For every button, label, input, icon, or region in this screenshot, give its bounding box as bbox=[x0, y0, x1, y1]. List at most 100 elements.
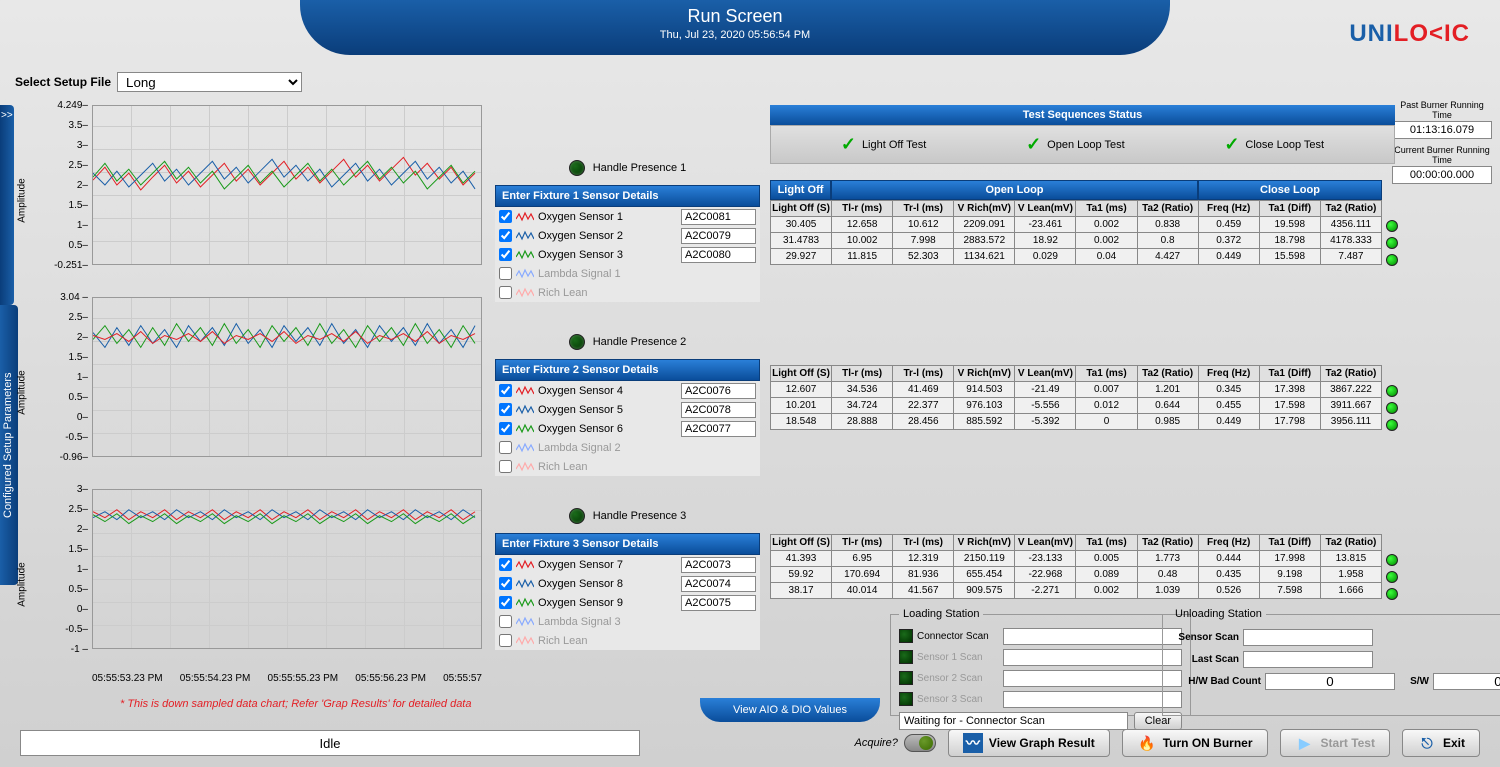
scan-led bbox=[899, 671, 913, 685]
acquire-toggle[interactable] bbox=[904, 734, 936, 752]
table-cell: 655.454 bbox=[954, 567, 1015, 583]
check-icon: ✓ bbox=[841, 134, 856, 155]
x-tick: 05:55:55.23 PM bbox=[268, 673, 339, 684]
table-cell: 41.567 bbox=[893, 583, 954, 599]
col-header: Ta2 (Ratio) bbox=[1320, 201, 1381, 217]
table-cell: 1.201 bbox=[1137, 382, 1198, 398]
y-ticks: 3.04 –2.5–2–1.5–1–0.5–0–-0.5–-0.96– bbox=[48, 297, 88, 457]
presence-led bbox=[569, 160, 585, 176]
sensor-code-input[interactable] bbox=[681, 421, 756, 437]
sensor-checkbox[interactable] bbox=[499, 286, 512, 299]
sensor-code-input[interactable] bbox=[681, 557, 756, 573]
results-table: Light Off Open Loop Close LoopLight Off … bbox=[770, 180, 1382, 265]
wave-icon bbox=[516, 211, 534, 223]
fixture-block: Handle Presence 2 Enter Fixture 2 Sensor… bbox=[495, 324, 760, 476]
loading-legend: Loading Station bbox=[899, 608, 983, 620]
sensor-code-input[interactable] bbox=[681, 383, 756, 399]
col-header: Ta2 (Ratio) bbox=[1137, 366, 1198, 382]
chart-3: Amplitude 3–2.5–2–1.5–1–0.5–0–-0.5–-1 – bbox=[30, 489, 485, 669]
sensor-checkbox[interactable] bbox=[499, 248, 512, 261]
sensor-code-input[interactable] bbox=[681, 228, 756, 244]
scan-input[interactable] bbox=[1003, 649, 1182, 666]
sensor-checkbox[interactable] bbox=[499, 558, 512, 571]
timers-panel: Past Burner Running Time 01:13:16.079 Cu… bbox=[1392, 100, 1492, 190]
sensor-checkbox[interactable] bbox=[499, 229, 512, 242]
fixture-header: Enter Fixture 3 Sensor Details bbox=[495, 533, 760, 555]
y-tick: -0.5– bbox=[48, 432, 88, 443]
turn-on-burner-button[interactable]: 🔥 Turn ON Burner bbox=[1122, 729, 1268, 757]
wave-icon bbox=[516, 635, 534, 647]
unloading-station: Unloading Station Sensor Scan Bad Sensor… bbox=[1162, 608, 1500, 716]
sw-label: S/W bbox=[1399, 676, 1429, 687]
exit-icon: ⎋ bbox=[1417, 733, 1437, 753]
table-cell: 10.002 bbox=[832, 233, 893, 249]
chart-area bbox=[92, 105, 482, 265]
col-header: Ta1 (Diff) bbox=[1259, 366, 1320, 382]
table-cell: 9.198 bbox=[1259, 567, 1320, 583]
sensor-code-input[interactable] bbox=[681, 595, 756, 611]
sensor-code-input[interactable] bbox=[681, 576, 756, 592]
sensor-name: Oxygen Sensor 4 bbox=[538, 385, 677, 397]
sensor-checkbox[interactable] bbox=[499, 615, 512, 628]
sensor-checkbox[interactable] bbox=[499, 267, 512, 280]
logo: UNILO<IC bbox=[1349, 20, 1470, 48]
group-header-cl: Close Loop bbox=[1198, 180, 1382, 200]
handle-presence: Handle Presence 2 bbox=[495, 324, 760, 359]
setup-file-select[interactable]: Long bbox=[117, 72, 302, 92]
current-burner-label: Current Burner Running Time bbox=[1392, 145, 1492, 165]
col-header: V Lean(mV) bbox=[1015, 535, 1076, 551]
sensor-code-input[interactable] bbox=[681, 247, 756, 263]
sensor-checkbox[interactable] bbox=[499, 384, 512, 397]
fixtures-column: Handle Presence 1 Enter Fixture 1 Sensor… bbox=[495, 150, 760, 672]
y-axis-label: Amplitude bbox=[17, 562, 28, 606]
sensor-code-input[interactable] bbox=[681, 209, 756, 225]
row-status-led bbox=[1386, 588, 1398, 600]
sensor-checkbox[interactable] bbox=[499, 210, 512, 223]
col-header: Ta2 (Ratio) bbox=[1137, 201, 1198, 217]
table-cell: 885.592 bbox=[954, 414, 1015, 430]
sensor-row: Oxygen Sensor 4 bbox=[495, 381, 760, 400]
y-tick: 1.5– bbox=[48, 352, 88, 363]
sensor-name: Oxygen Sensor 2 bbox=[538, 230, 677, 242]
table-row: 31.478310.0027.9982883.57218.920.0020.80… bbox=[771, 233, 1382, 249]
last-scan-input[interactable] bbox=[1243, 651, 1373, 668]
table-cell: 12.319 bbox=[893, 551, 954, 567]
scan-input[interactable] bbox=[1003, 670, 1182, 687]
table-cell: 17.398 bbox=[1259, 382, 1320, 398]
col-header: V Rich(mV) bbox=[954, 535, 1015, 551]
check-icon: ✓ bbox=[1026, 134, 1041, 155]
table-cell: 12.658 bbox=[832, 217, 893, 233]
sensor-checkbox[interactable] bbox=[499, 577, 512, 590]
table-cell: 52.303 bbox=[893, 249, 954, 265]
view-aio-dio-button[interactable]: View AIO & DIO Values bbox=[700, 698, 880, 722]
table-cell: 3911.667 bbox=[1320, 398, 1381, 414]
exit-button[interactable]: ⎋ Exit bbox=[1402, 729, 1480, 757]
sensor-scan-input[interactable] bbox=[1243, 629, 1373, 646]
sensor-checkbox[interactable] bbox=[499, 441, 512, 454]
sidebar-toggle[interactable]: >> bbox=[0, 105, 14, 305]
table-cell: 0.48 bbox=[1137, 567, 1198, 583]
scan-input[interactable] bbox=[1003, 691, 1182, 708]
scan-input[interactable] bbox=[1003, 628, 1182, 645]
table-cell: 0 bbox=[1076, 414, 1137, 430]
sensor-name: Oxygen Sensor 5 bbox=[538, 404, 677, 416]
sensor-checkbox[interactable] bbox=[499, 460, 512, 473]
table-cell: 0.002 bbox=[1076, 217, 1137, 233]
chart-1: Amplitude 4.249–3.5–3–2.5–2–1.5–1–0.5–-0… bbox=[30, 105, 485, 285]
sensor-checkbox[interactable] bbox=[499, 596, 512, 609]
header-timestamp: Thu, Jul 23, 2020 05:56:54 PM bbox=[300, 29, 1170, 41]
test-status-panel: Test Sequences Status ✓Light Off Test ✓O… bbox=[770, 105, 1395, 164]
sensor-code-input[interactable] bbox=[681, 402, 756, 418]
sensor-checkbox[interactable] bbox=[499, 634, 512, 647]
sensor-checkbox[interactable] bbox=[499, 422, 512, 435]
y-tick: -0.5– bbox=[48, 624, 88, 635]
y-axis-label: Amplitude bbox=[17, 178, 28, 222]
sensor-checkbox[interactable] bbox=[499, 403, 512, 416]
col-header: Light Off (S) bbox=[771, 535, 832, 551]
col-header: Freq (Hz) bbox=[1198, 535, 1259, 551]
table-row: 41.3936.9512.3192150.119-23.1330.0051.77… bbox=[771, 551, 1382, 567]
start-test-button[interactable]: ▶ Start Test bbox=[1280, 729, 1390, 757]
view-graph-button[interactable]: 〰 View Graph Result bbox=[948, 729, 1110, 757]
wave-icon bbox=[516, 287, 534, 299]
hw-bad-value bbox=[1265, 673, 1395, 690]
